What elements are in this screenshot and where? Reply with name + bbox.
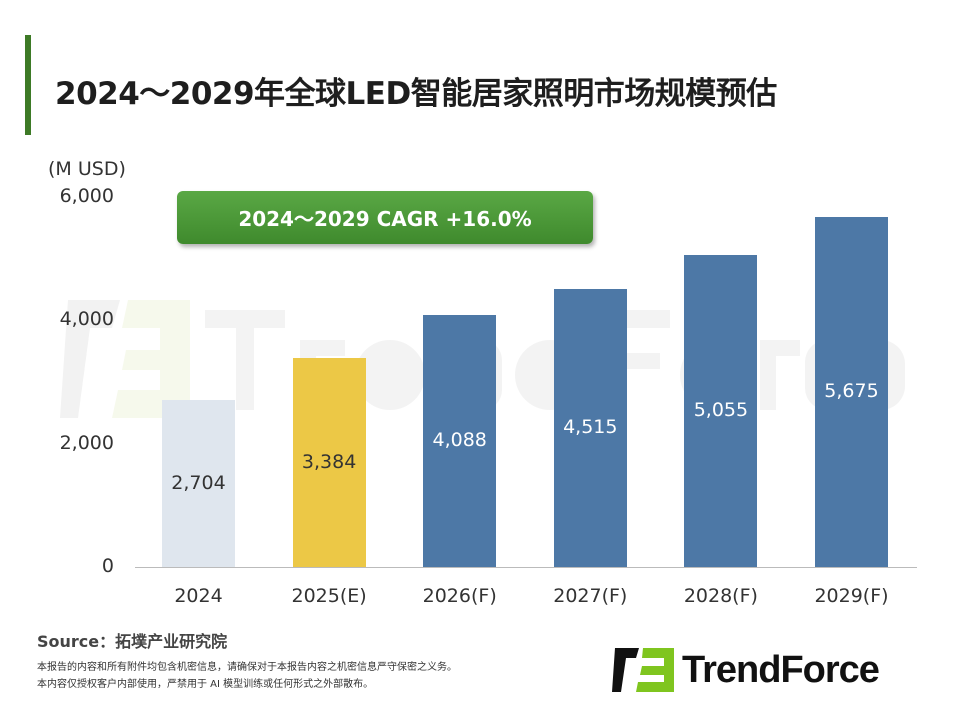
y-tick-label: 4,000 xyxy=(59,308,114,331)
bar-2029(F) xyxy=(815,217,888,567)
bar-2026(F) xyxy=(423,314,497,567)
confidential-note: 本报告的内容和所有附件均包含机密信息，请确保对于本报告内容之机密信息严守保密之义… xyxy=(37,662,457,673)
bar-2024 xyxy=(162,400,235,567)
bar-value-label: 5,055 xyxy=(693,399,749,422)
x-tick-label: 2027(F) xyxy=(553,585,628,607)
bar-value-label: 4,088 xyxy=(432,428,487,451)
bar-value-label: 5,675 xyxy=(824,380,879,403)
watermark-logo-icon xyxy=(60,300,190,418)
title-accent-bar xyxy=(25,35,31,135)
source: Source：拓墣产业研究院 xyxy=(37,632,228,651)
y-tick-label: 0 xyxy=(101,555,114,577)
x-tick-label: 2025(E) xyxy=(291,585,367,607)
x-tick-label: 2026(F) xyxy=(422,585,497,607)
bar-2028(F) xyxy=(684,255,758,567)
bar-value-label: 4,515 xyxy=(563,415,618,438)
bar-2025(E) xyxy=(292,358,366,567)
bar-2027(F) xyxy=(553,288,627,567)
x-tick-label: 2024 xyxy=(174,585,223,607)
trendforce-logo-icon xyxy=(612,648,674,692)
x-axis-line xyxy=(135,567,917,568)
chart-title: 2024～2029年全球LED智能居家照明市场规模预估 xyxy=(55,76,777,112)
y-axis-unit: (M USD) xyxy=(48,158,126,180)
trendforce-logo: TrendForce xyxy=(612,648,880,692)
y-tick-label: 6,000 xyxy=(59,185,114,207)
usage-note: 本内容仅授权客户内部使用，严禁用于 AI 模型训练或任何形式之外部散布。 xyxy=(37,679,374,690)
bar-value-label: 2,704 xyxy=(171,471,226,494)
bar-value-label: 3,384 xyxy=(301,450,357,473)
cagr-banner: 2024～2029 CAGR +16.0% xyxy=(177,191,593,244)
x-tick-label: 2029(F) xyxy=(814,585,889,607)
x-tick-label: 2028(F) xyxy=(683,585,758,607)
logo-text: TrendForce xyxy=(682,648,880,691)
y-tick-label: 2,000 xyxy=(59,431,114,454)
cagr-label: 2024～2029 CAGR +16.0% xyxy=(238,207,532,231)
